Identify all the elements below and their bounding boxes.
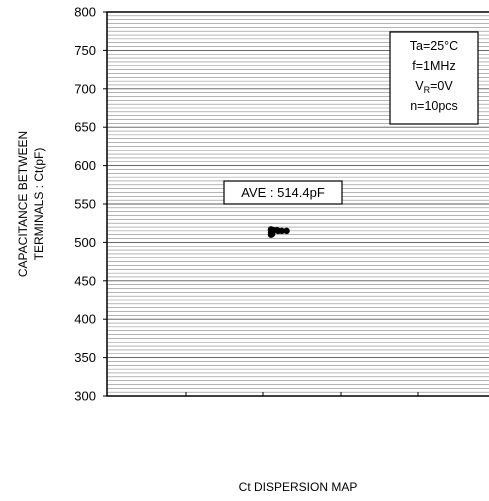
y-axis-label-line2: TERMINALS : Ct(pF)	[32, 148, 46, 261]
grid-lines	[107, 11, 489, 397]
average-box-frame	[223, 180, 343, 205]
data-point	[278, 227, 285, 235]
plot-frame	[106, 11, 489, 397]
y-tick-label: 650	[74, 120, 96, 135]
y-tick-label: 450	[74, 273, 96, 288]
conditions-box-frame	[389, 31, 479, 125]
y-tick-label: 700	[74, 81, 96, 96]
y-tick-label: 500	[74, 235, 96, 250]
condition-vr-rest: =0V	[430, 79, 453, 93]
y-tick-label: 600	[74, 158, 96, 173]
y-tick-labels: 300 350 400 450 500 550 600 650 700 750 800	[74, 5, 107, 404]
condition-sample-count: n=10pcs	[410, 99, 458, 113]
y-axis-label: CAPACITANCE BETWEEN TERMINALS : Ct(pF)	[16, 131, 46, 277]
data-points	[267, 226, 290, 238]
y-tick-label: 800	[74, 5, 96, 20]
y-tick-label: 750	[74, 43, 96, 58]
condition-reverse-voltage: VR=0V	[415, 79, 453, 95]
data-point	[283, 227, 290, 235]
condition-temperature: Ta=25°C	[410, 39, 458, 53]
data-point	[269, 230, 276, 238]
y-tick-label: 350	[74, 350, 96, 365]
y-tick-label: 550	[74, 197, 96, 212]
x-axis-label: Ct DISPERSION MAP	[239, 480, 358, 494]
average-box: AVE : 514.4pF	[223, 180, 343, 205]
condition-frequency: f=1MHz	[412, 59, 455, 73]
y-tick-label: 300	[74, 389, 96, 404]
condition-vr-sub: R	[424, 85, 431, 95]
condition-vr-main: V	[415, 79, 424, 93]
average-label: AVE : 514.4pF	[241, 185, 325, 200]
conditions-box: Ta=25°C f=1MHz VR=0V n=10pcs	[389, 31, 479, 125]
y-axis-label-line1: CAPACITANCE BETWEEN	[16, 131, 30, 277]
y-tick-label: 400	[74, 312, 96, 327]
